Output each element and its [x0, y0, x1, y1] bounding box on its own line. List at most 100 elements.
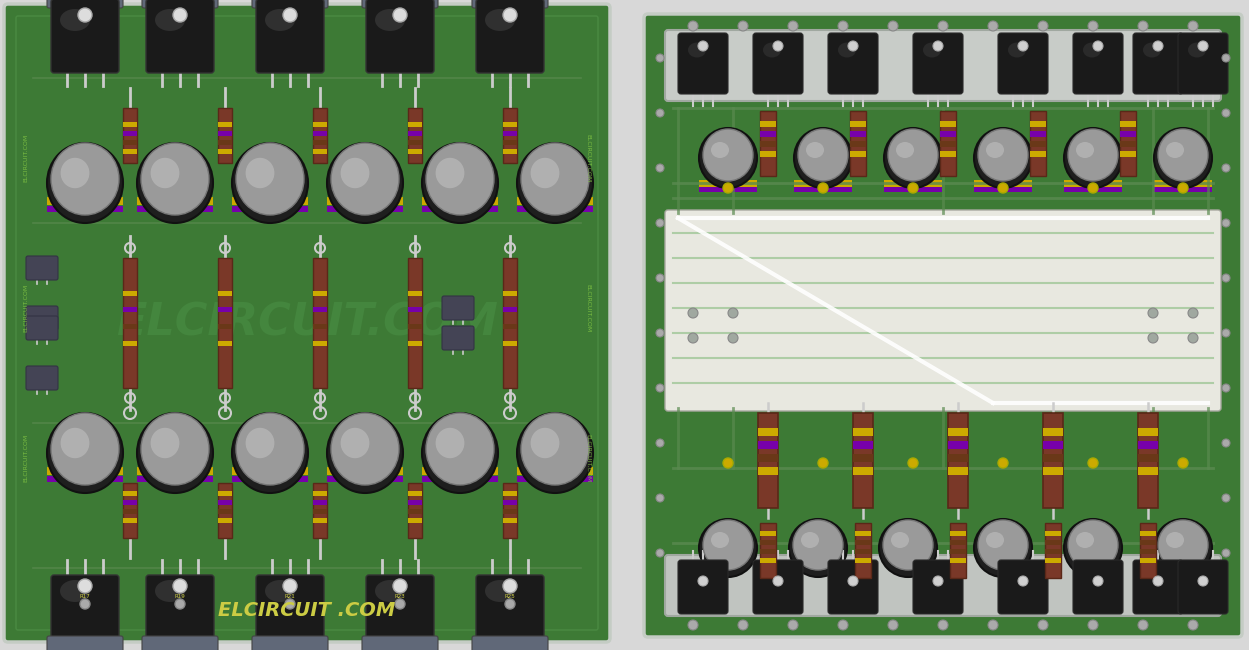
Text: ELCIRCUIT .COM: ELCIRCUIT .COM	[219, 601, 396, 619]
Ellipse shape	[232, 143, 309, 223]
Ellipse shape	[327, 413, 403, 493]
Bar	[408, 108, 422, 163]
FancyBboxPatch shape	[26, 306, 57, 330]
Bar	[219, 131, 232, 136]
Bar	[408, 324, 422, 330]
Circle shape	[773, 41, 783, 51]
FancyBboxPatch shape	[678, 33, 728, 94]
FancyBboxPatch shape	[26, 366, 57, 390]
Circle shape	[888, 620, 898, 630]
Circle shape	[1153, 576, 1163, 586]
Ellipse shape	[246, 428, 275, 458]
Ellipse shape	[47, 413, 122, 493]
Bar	[974, 187, 1032, 192]
Circle shape	[393, 8, 407, 22]
FancyBboxPatch shape	[998, 33, 1048, 94]
Bar	[794, 180, 852, 187]
Circle shape	[838, 21, 848, 31]
Ellipse shape	[151, 428, 180, 458]
Circle shape	[1198, 576, 1208, 586]
Bar	[408, 491, 422, 496]
Bar	[408, 131, 422, 136]
Ellipse shape	[711, 142, 729, 158]
Bar	[408, 483, 422, 538]
Ellipse shape	[331, 413, 398, 485]
Text: R23: R23	[395, 593, 406, 599]
Circle shape	[773, 576, 783, 586]
Ellipse shape	[1154, 128, 1212, 188]
Ellipse shape	[974, 519, 1032, 577]
Bar	[1064, 187, 1122, 192]
Bar	[503, 140, 517, 145]
Ellipse shape	[531, 158, 560, 188]
Text: R19: R19	[175, 593, 185, 599]
Bar	[940, 111, 955, 176]
Bar	[1030, 151, 1045, 157]
Circle shape	[1222, 54, 1230, 62]
Ellipse shape	[888, 129, 938, 181]
Bar	[232, 476, 309, 482]
Circle shape	[728, 308, 738, 318]
Ellipse shape	[155, 580, 185, 602]
Circle shape	[77, 579, 92, 593]
Bar	[122, 122, 137, 127]
FancyBboxPatch shape	[47, 636, 122, 650]
Bar	[313, 291, 327, 296]
Bar	[948, 454, 968, 462]
Circle shape	[998, 183, 1008, 193]
Bar	[47, 476, 122, 482]
FancyBboxPatch shape	[51, 0, 119, 73]
FancyBboxPatch shape	[4, 4, 610, 642]
Bar	[758, 454, 778, 462]
Bar	[940, 131, 955, 137]
Ellipse shape	[521, 413, 590, 485]
FancyBboxPatch shape	[664, 210, 1222, 411]
Circle shape	[688, 21, 698, 31]
Circle shape	[998, 458, 1008, 468]
Bar	[219, 307, 232, 313]
Bar	[1120, 121, 1137, 127]
Bar	[503, 341, 517, 346]
Ellipse shape	[47, 143, 122, 223]
Circle shape	[723, 183, 733, 193]
FancyBboxPatch shape	[142, 0, 219, 8]
Bar	[313, 500, 327, 505]
FancyBboxPatch shape	[30, 368, 54, 388]
Ellipse shape	[801, 532, 819, 548]
Bar	[950, 531, 965, 536]
Bar	[503, 509, 517, 514]
Ellipse shape	[426, 413, 495, 485]
FancyBboxPatch shape	[142, 636, 219, 650]
FancyBboxPatch shape	[366, 0, 433, 73]
Ellipse shape	[137, 143, 214, 223]
Ellipse shape	[978, 129, 1028, 181]
Bar	[313, 149, 327, 154]
Circle shape	[656, 54, 664, 62]
Ellipse shape	[884, 128, 942, 188]
Circle shape	[1222, 274, 1230, 282]
Circle shape	[933, 41, 943, 51]
Bar	[759, 121, 776, 127]
Bar	[940, 141, 955, 147]
Bar	[1154, 180, 1212, 187]
Ellipse shape	[436, 158, 465, 188]
Ellipse shape	[763, 42, 781, 57]
FancyBboxPatch shape	[1178, 560, 1228, 614]
Bar	[948, 428, 968, 436]
Circle shape	[1188, 620, 1198, 630]
Circle shape	[688, 308, 698, 318]
Bar	[853, 413, 873, 508]
Bar	[1140, 558, 1157, 563]
Circle shape	[1222, 164, 1230, 172]
Bar	[1154, 187, 1212, 192]
Bar	[1140, 549, 1157, 554]
Bar	[47, 467, 122, 475]
Circle shape	[738, 21, 748, 31]
Bar	[327, 206, 403, 212]
Bar	[759, 151, 776, 157]
Text: ELCIRCUIT.COM: ELCIRCUIT.COM	[586, 434, 591, 482]
Circle shape	[1222, 494, 1230, 502]
Bar	[1030, 111, 1045, 176]
Bar	[758, 467, 778, 475]
Circle shape	[723, 458, 733, 468]
